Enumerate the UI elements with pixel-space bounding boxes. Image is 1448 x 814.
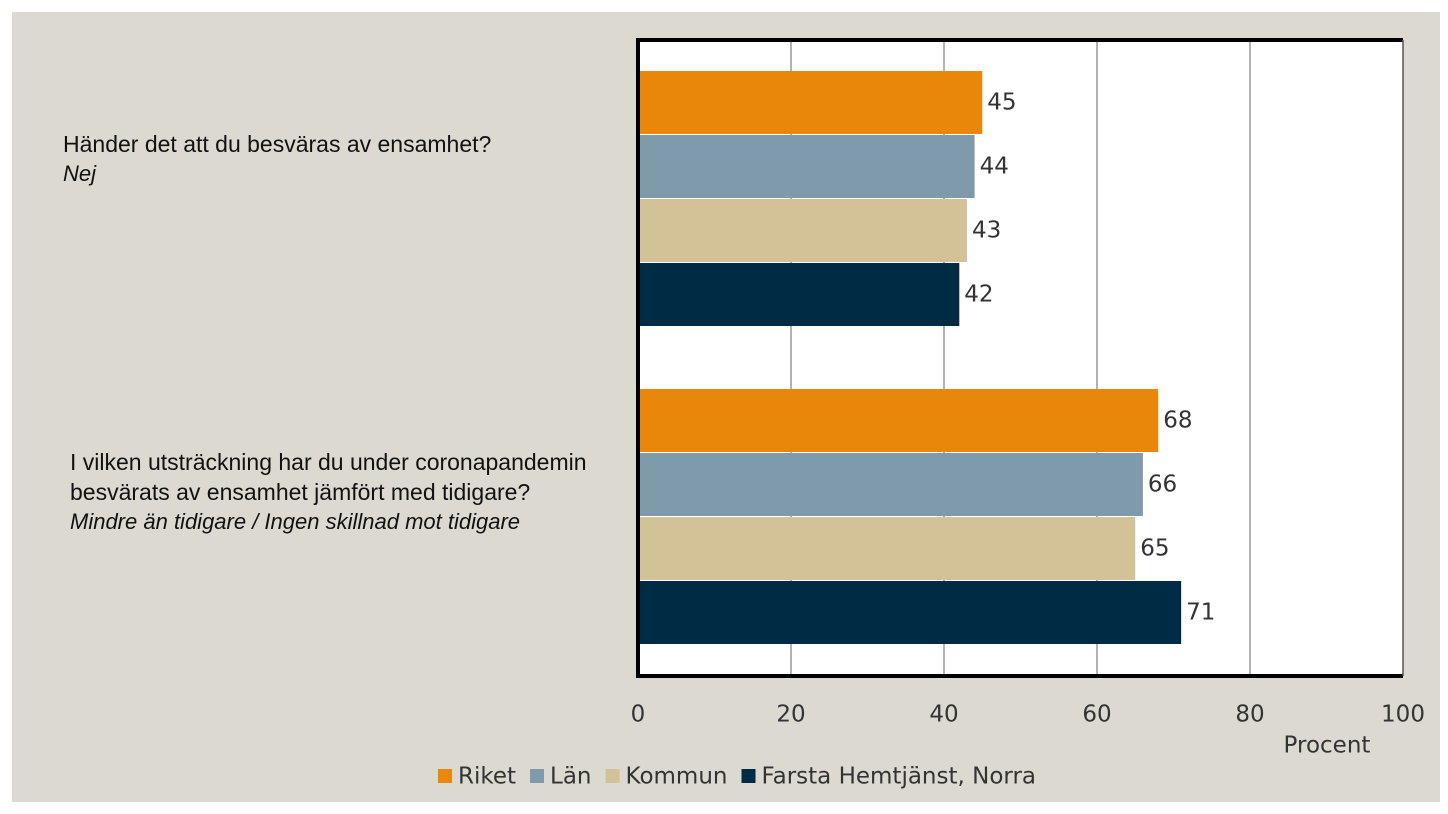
bar bbox=[638, 389, 1159, 452]
x-tick-label: 100 bbox=[1381, 702, 1425, 728]
x-tick-label: 80 bbox=[1235, 702, 1264, 728]
x-tick-label: 40 bbox=[929, 702, 958, 728]
legend-label: Riket bbox=[458, 764, 516, 790]
legend-label: Län bbox=[550, 764, 592, 790]
bar bbox=[638, 199, 967, 262]
bar bbox=[638, 263, 960, 326]
legend-swatch bbox=[530, 769, 545, 783]
data-label: 45 bbox=[987, 90, 1016, 116]
x-tick-label: 20 bbox=[776, 702, 805, 728]
category-text: Händer det att du besväras av ensamhet? bbox=[63, 131, 492, 157]
bar bbox=[638, 517, 1136, 580]
bar bbox=[638, 135, 975, 198]
bar bbox=[638, 71, 983, 134]
bar bbox=[638, 453, 1143, 516]
x-tick-label: 0 bbox=[631, 702, 646, 728]
legend-swatch bbox=[741, 769, 756, 783]
legend-label: Kommun bbox=[626, 764, 728, 790]
data-label: 71 bbox=[1186, 600, 1215, 626]
data-label: 44 bbox=[980, 154, 1009, 180]
bar bbox=[638, 581, 1182, 644]
data-label: 43 bbox=[972, 218, 1001, 244]
legend-swatch bbox=[605, 769, 620, 783]
category-label: I vilken utsträckning har du under coron… bbox=[70, 447, 600, 537]
legend-label: Farsta Hemtjänst, Norra bbox=[762, 764, 1037, 790]
x-axis-label: Procent bbox=[1284, 733, 1371, 759]
category-subtitle: Nej bbox=[63, 161, 97, 186]
legend-swatch bbox=[437, 769, 452, 783]
data-label: 42 bbox=[964, 282, 993, 308]
category-subtitle: Mindre än tidigare / Ingen skillnad mot … bbox=[70, 509, 521, 534]
x-tick-label: 60 bbox=[1082, 702, 1111, 728]
data-label: 66 bbox=[1148, 472, 1177, 498]
data-label: 68 bbox=[1163, 408, 1192, 434]
category-text: I vilken utsträckning har du under coron… bbox=[70, 449, 587, 505]
data-label: 65 bbox=[1140, 536, 1169, 562]
category-label: Händer det att du besväras av ensamhet? N… bbox=[63, 129, 593, 189]
